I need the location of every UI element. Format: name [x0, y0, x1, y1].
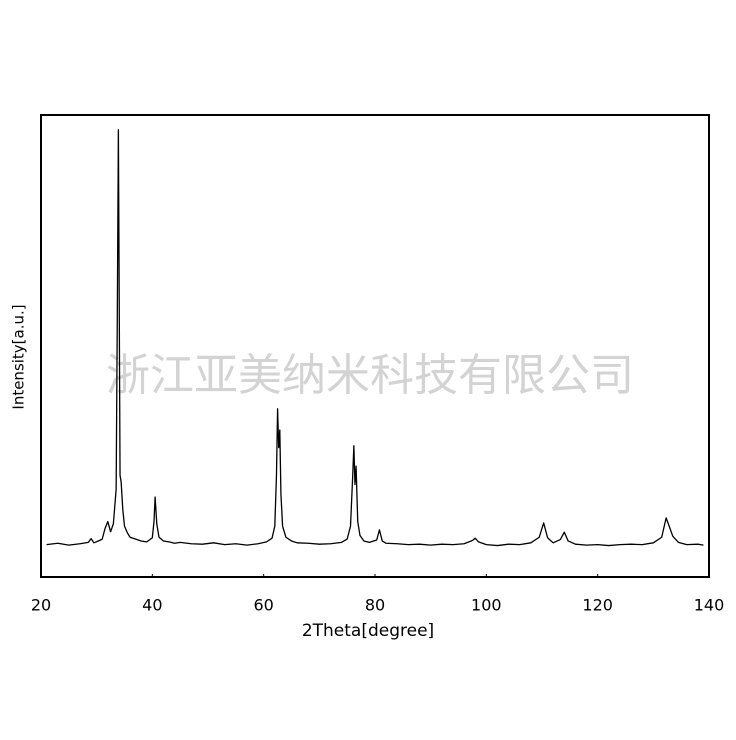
- x-tick-label: 40: [142, 596, 162, 615]
- x-tick-label: 20: [31, 596, 51, 615]
- watermark: 浙江亚美纳米科技有限公司: [106, 350, 634, 401]
- y-axis-label: Intensity[a.u.]: [10, 304, 28, 409]
- x-tick-label: 140: [694, 596, 725, 615]
- x-tick-label: 100: [471, 596, 502, 615]
- x-tick-label: 80: [365, 596, 385, 615]
- x-axis-label: 2Theta[degree]: [302, 621, 434, 641]
- x-tick-label: 120: [582, 596, 613, 615]
- x-tick-label: 60: [253, 596, 273, 615]
- line-series: [46, 129, 704, 547]
